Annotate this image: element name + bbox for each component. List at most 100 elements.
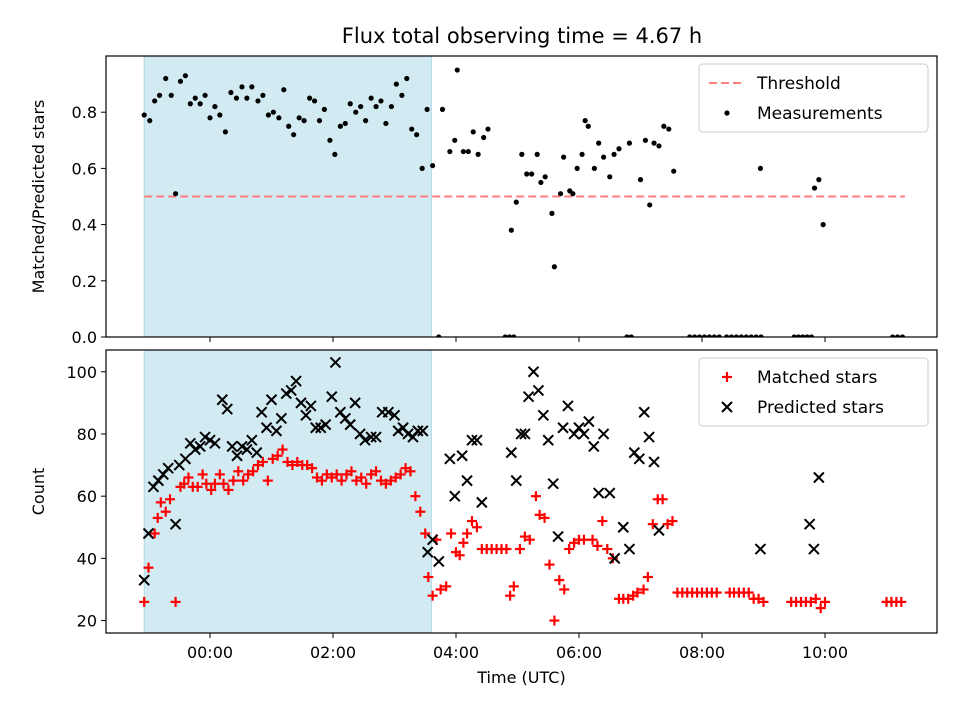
predicted-star-point (270, 425, 283, 437)
measurement-point (265, 112, 272, 118)
predicted-star-point (209, 437, 221, 450)
measurement-point (475, 151, 481, 157)
measurement-point (182, 73, 188, 79)
predicted-star-point (813, 471, 825, 484)
matched-star-point (272, 450, 283, 461)
matched-star-point (356, 472, 367, 483)
matched-star-point (539, 512, 550, 523)
matched-star-point (667, 516, 678, 527)
predicted-star-point (326, 390, 338, 403)
predicted-star-point (638, 406, 650, 418)
matched-star-point (435, 584, 446, 595)
predicted-star-point (246, 434, 258, 446)
matched-star-point (743, 587, 754, 598)
predicted-star-point (349, 397, 361, 409)
measurement-point (217, 112, 223, 118)
measurement-point (894, 334, 901, 337)
x-tick-label: 10:00 (802, 643, 848, 662)
measurement-point (291, 132, 297, 138)
measurement-point (152, 98, 158, 104)
predicted-star-point (505, 446, 518, 459)
measurement-point (481, 134, 487, 141)
y-tick-label: 20 (77, 612, 97, 631)
predicted-star-point (803, 518, 816, 530)
matched-star-point (597, 516, 608, 527)
predicted-star-point (422, 546, 434, 558)
measurement-point (156, 92, 163, 98)
predicted-star-point (226, 440, 238, 453)
legend-measurement-swatch (724, 110, 730, 116)
measurement-point (447, 148, 453, 155)
measurement-point (561, 154, 567, 160)
chart-title: Flux total observing time = 4.67 h (342, 24, 702, 48)
measurement-point (368, 95, 374, 101)
predicted-star-point (617, 521, 629, 533)
measurement-point (147, 118, 153, 124)
measurement-point (419, 165, 425, 171)
measurement-point (358, 103, 364, 110)
measurement-point (585, 123, 591, 129)
matched-star-point (524, 534, 535, 545)
y-tick-label: 40 (77, 549, 97, 568)
predicted-star-point (542, 434, 554, 446)
chart-panel-2: 20 40 60 80 100 00:00 02:00 04:00 06:00 08:00 10:0… (29, 349, 938, 687)
matched-star-point (307, 463, 318, 474)
legend-box (698, 63, 929, 133)
predicted-star-point (388, 409, 401, 422)
matched-star-point (657, 494, 668, 505)
measurement-point (666, 126, 672, 132)
predicted-star-point (515, 428, 527, 440)
x-axis-label: Time (UTC) (476, 668, 565, 687)
matched-star-point (446, 528, 457, 539)
predicted-star-point (653, 524, 665, 537)
matched-star-point (564, 544, 575, 555)
measurement-point (728, 334, 735, 337)
matched-star-point (423, 572, 434, 583)
measurement-point (616, 146, 622, 152)
measurement-point (249, 84, 255, 90)
predicted-star-point (578, 428, 590, 440)
plot-area (141, 67, 906, 337)
predicted-star-point (592, 487, 605, 499)
matched-star-point (420, 528, 431, 539)
measurement-point (337, 123, 343, 129)
measurement-point (255, 98, 261, 104)
measurement-point (316, 118, 323, 124)
measurement-point (207, 115, 213, 121)
matched-star-point (149, 528, 160, 539)
matched-star-point (371, 466, 382, 477)
measurement-point (519, 151, 525, 157)
measurement-point (513, 199, 519, 205)
measurement-point (452, 137, 458, 143)
matched-star-point (711, 587, 722, 598)
y-tick-label: 0.2 (72, 272, 97, 291)
predicted-star-point (471, 434, 483, 446)
y-tick-label: 60 (77, 487, 97, 506)
matched-star-point (441, 581, 452, 592)
measurement-point (404, 75, 410, 82)
predicted-star-point (583, 415, 595, 428)
matched-star-point (415, 506, 426, 517)
predicted-star-point (552, 530, 564, 543)
measurement-point (791, 334, 797, 337)
matched-star-point (170, 596, 181, 607)
measurement-point (534, 151, 540, 157)
axes-frame (105, 349, 938, 634)
measurement-point (687, 334, 693, 337)
measurement-point (743, 334, 749, 337)
matched-star-point (228, 475, 239, 486)
matched-star-point (152, 512, 163, 523)
y-tick-label: 0.8 (72, 103, 97, 122)
measurement-point (549, 210, 555, 216)
predicted-star-point (522, 390, 535, 403)
matched-star-point (238, 475, 249, 486)
measurement-point (626, 140, 633, 146)
y-tick-label: 0.0 (72, 328, 97, 347)
measurement-point (701, 334, 708, 337)
y-tick-label: 100 (66, 363, 97, 382)
matched-star-point (233, 466, 244, 477)
x-tick-label: 08:00 (679, 643, 725, 662)
matched-star-point (758, 596, 769, 607)
x-tick-label: 06:00 (556, 643, 602, 662)
measurement-point (579, 151, 585, 157)
